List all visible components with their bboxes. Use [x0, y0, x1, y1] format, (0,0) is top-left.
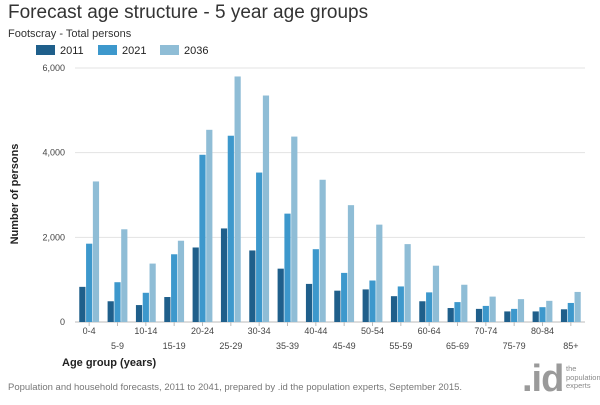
bar-2021-65-69 — [454, 302, 461, 322]
y-axis-label: Number of persons — [9, 144, 21, 245]
y-axis: 0 2,000 4,000 6,000 — [42, 63, 65, 327]
bar-2036-55-59 — [404, 244, 411, 322]
bar-2021-0-4 — [86, 243, 93, 322]
bar-2011-10-14 — [135, 305, 143, 322]
bar-2021-35-39 — [284, 213, 291, 322]
bar-2036-65-69 — [461, 284, 468, 322]
bar-2021-5-9 — [114, 282, 121, 322]
legend-label: 2036 — [184, 45, 208, 57]
bar-2021-85+ — [567, 302, 574, 322]
x-tick-label: 70-74 — [474, 326, 497, 336]
legend-swatch-2011 — [36, 45, 55, 55]
x-tick-label: 50-54 — [361, 326, 384, 336]
bar-2036-80-84 — [546, 300, 553, 322]
x-tick-label: 25-29 — [219, 341, 242, 351]
x-tick-label: 75-79 — [503, 341, 526, 351]
bar-2021-25-29 — [227, 135, 234, 322]
bar-2011-85+ — [560, 309, 568, 322]
bar-2036-40-44 — [319, 179, 326, 322]
chart-legend: 2011 2021 2036 — [36, 45, 208, 57]
logo-tagline-line: experts — [566, 381, 591, 390]
bar-2036-5-9 — [121, 229, 128, 322]
chart-bars — [79, 76, 581, 323]
bar-2021-45-49 — [341, 272, 348, 322]
x-tick-label: 20-24 — [191, 326, 214, 336]
x-tick-label: 60-64 — [418, 326, 441, 336]
bar-2011-60-64 — [419, 301, 426, 322]
x-axis-label: Age group (years) — [62, 357, 156, 369]
logo-tagline: the population experts — [566, 364, 600, 391]
x-tick-label: 30-34 — [248, 326, 271, 336]
bar-2011-75-79 — [504, 311, 511, 322]
source-note: Population and household forecasts, 2011… — [8, 382, 463, 393]
bar-2021-80-84 — [539, 307, 546, 322]
chart-gridlines — [75, 67, 585, 323]
id-logo: .id the population experts — [522, 358, 600, 402]
bar-2036-85+ — [574, 291, 581, 322]
bar-2021-40-44 — [312, 249, 319, 322]
bar-2011-45-49 — [334, 290, 341, 322]
bar-2021-60-64 — [426, 292, 433, 322]
bar-2036-0-4 — [92, 181, 100, 322]
x-tick-label: 0-4 — [83, 326, 96, 336]
x-axis: 0-4 5-9 10-14 15-19 20-24 25-29 30-34 35-39 40-4… — [83, 322, 578, 351]
bar-2011-40-44 — [305, 283, 313, 322]
legend-swatch-2036 — [160, 45, 179, 55]
x-tick-label: 40-44 — [304, 326, 327, 336]
bar-2021-50-54 — [369, 280, 376, 322]
y-tick-label: 0 — [60, 317, 65, 327]
x-tick-label: 85+ — [563, 341, 578, 351]
legend-swatch-2021 — [98, 45, 117, 55]
bar-2011-30-34 — [249, 250, 256, 322]
x-tick-label: 65-69 — [446, 341, 469, 351]
chart-title: Forecast age structure - 5 year age grou… — [8, 2, 369, 23]
bar-2011-0-4 — [79, 286, 86, 322]
bar-2036-70-74 — [489, 296, 496, 322]
bar-2011-5-9 — [107, 301, 114, 322]
bar-2021-20-24 — [199, 154, 206, 322]
bar-2036-60-64 — [432, 265, 440, 322]
x-tick-label: 55-59 — [389, 341, 412, 351]
bar-2011-55-59 — [390, 296, 398, 322]
chart-subtitle: Footscray - Total persons — [8, 28, 132, 40]
logo-mark: .id — [522, 358, 564, 400]
bar-2021-55-59 — [397, 286, 404, 322]
bar-2036-50-54 — [376, 224, 383, 322]
bar-2011-70-74 — [475, 308, 483, 322]
bar-2021-70-74 — [482, 305, 489, 322]
bar-2036-10-14 — [149, 263, 156, 322]
x-tick-label: 5-9 — [111, 341, 124, 351]
bar-2011-20-24 — [192, 247, 199, 322]
bar-2011-50-54 — [362, 289, 369, 322]
bar-2011-25-29 — [220, 228, 228, 322]
age-structure-chart: 2011 2021 2036 0 2,000 4,000 6,000 0-4 5-9 10-1… — [9, 45, 585, 369]
x-tick-label: 10-14 — [134, 326, 157, 336]
bar-2021-15-19 — [171, 254, 178, 322]
x-tick-label: 80-84 — [531, 326, 554, 336]
legend-label: 2011 — [60, 45, 84, 57]
bar-2036-30-34 — [262, 95, 270, 323]
y-tick-label: 6,000 — [42, 63, 65, 73]
bar-2036-15-19 — [177, 240, 185, 322]
logo-tagline-line: population — [566, 372, 600, 382]
logo-tagline-line: the — [566, 364, 577, 373]
bar-2036-25-29 — [234, 76, 241, 322]
x-tick-label: 15-19 — [163, 341, 186, 351]
bar-2011-65-69 — [447, 308, 454, 322]
bar-2036-20-24 — [206, 129, 213, 322]
x-tick-label: 45-49 — [333, 341, 356, 351]
x-tick-label: 35-39 — [276, 341, 299, 351]
bar-2011-35-39 — [277, 268, 284, 322]
bar-2021-75-79 — [511, 308, 518, 322]
bar-2036-75-79 — [517, 299, 525, 322]
bar-2036-35-39 — [291, 136, 298, 322]
bar-2011-15-19 — [164, 297, 171, 322]
bar-2021-10-14 — [142, 292, 149, 322]
bar-2011-80-84 — [532, 311, 539, 322]
bar-2036-45-49 — [347, 205, 355, 322]
y-tick-label: 2,000 — [42, 232, 65, 242]
y-tick-label: 4,000 — [42, 148, 65, 158]
legend-label: 2021 — [122, 45, 146, 57]
bar-2021-30-34 — [256, 172, 263, 322]
